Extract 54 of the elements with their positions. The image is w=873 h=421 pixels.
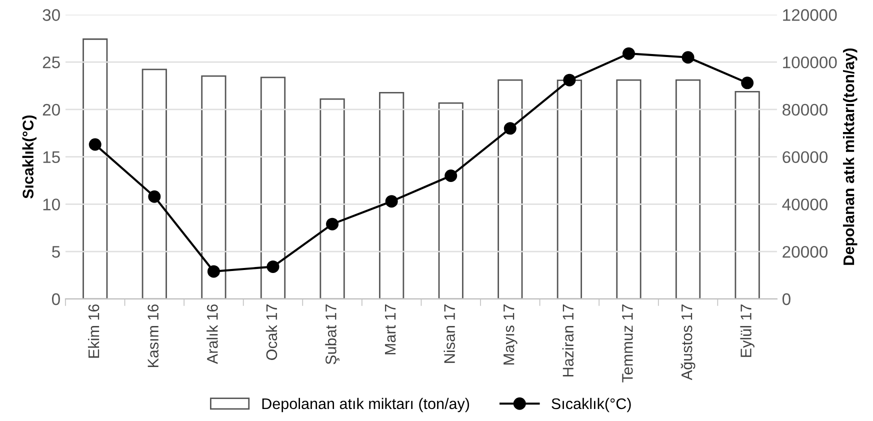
x-tick-label: Mayıs 17 [504, 304, 518, 364]
y2-tick-label: 60000 [782, 151, 828, 164]
bar [556, 80, 582, 299]
point [504, 122, 516, 135]
bar [260, 76, 286, 299]
bar [379, 92, 404, 299]
bar [616, 79, 642, 299]
y2-tick-label: 120000 [783, 9, 837, 21]
x-tick-label: Temmuz 17 [622, 304, 633, 382]
point [326, 218, 339, 230]
legend-label: Depolanan atık miktarı (ton/ay) [262, 398, 470, 412]
y-tick-label: 0 [52, 293, 60, 306]
point [207, 265, 220, 278]
point [563, 74, 576, 86]
y2-axis-title: Depolanan atık miktarı(ton/ay) [842, 48, 858, 265]
x-tick-label: Aralık 16 [206, 304, 218, 364]
y-tick-label: 25 [42, 56, 60, 68]
bar [675, 79, 701, 299]
y-tick-label: 30 [42, 9, 60, 21]
y-tick-label: 5 [52, 246, 60, 258]
y2-tick-label: 100000 [783, 56, 837, 68]
y2-tick-label: 20000 [782, 246, 828, 258]
bar [142, 68, 167, 299]
bar [320, 98, 345, 299]
bar [201, 75, 226, 299]
x-tick-label: Eylül 17 [740, 304, 754, 357]
point [682, 51, 694, 64]
point [622, 47, 635, 60]
x-tick-label: Şubat 17 [325, 304, 340, 364]
y2-tick-label: 0 [782, 293, 790, 306]
y-axis-title: Sıcaklık(°C) [22, 115, 37, 198]
bar [734, 91, 760, 299]
x-tick-label: Kasım 16 [148, 304, 159, 368]
y2-tick-label: 80000 [782, 104, 828, 116]
point [148, 190, 161, 203]
x-tick-label: Haziran 17 [562, 304, 574, 376]
bar [438, 102, 464, 299]
point [266, 260, 280, 273]
x-tick-label: Ağustos 17 [680, 304, 696, 380]
x-tick-label: Nisan 17 [444, 304, 455, 363]
y-tick-label: 15 [43, 151, 60, 164]
point [444, 170, 458, 182]
legend-label: Sıcaklık(°C) [552, 398, 631, 412]
bar [498, 79, 523, 299]
x-tick-label: Mart 17 [385, 304, 396, 354]
x-tick-label: Ekim 16 [88, 304, 100, 358]
x-tick-label: Ocak 17 [266, 304, 278, 360]
bar [82, 38, 108, 299]
y2-tick-label: 40000 [782, 198, 828, 210]
point [385, 195, 398, 208]
y-tick-label: 10 [43, 198, 60, 210]
y-tick-label: 20 [42, 104, 60, 116]
point [88, 138, 102, 151]
point [741, 76, 754, 90]
